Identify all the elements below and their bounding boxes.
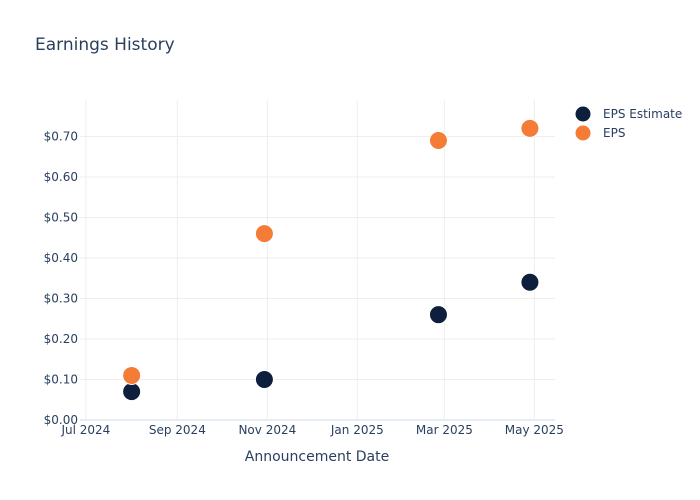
y-tick-label: $0.00 [44, 413, 78, 427]
point-eps [122, 365, 142, 385]
legend-marker [575, 125, 591, 141]
x-tick-label: Mar 2025 [416, 423, 473, 437]
legend-marker [575, 106, 591, 122]
point-eps [428, 131, 448, 151]
legend-label: EPS [603, 126, 625, 140]
point-eps-estimate [520, 272, 540, 292]
y-tick-label: $0.50 [44, 210, 78, 224]
point-eps [254, 224, 274, 244]
x-tick-label: Jan 2025 [330, 423, 384, 437]
grid-lines [80, 100, 555, 421]
x-tick-label: May 2025 [505, 423, 564, 437]
x-tick-label: Nov 2024 [238, 423, 296, 437]
point-eps-estimate [122, 382, 142, 402]
y-tick-label: $0.20 [44, 332, 78, 346]
chart-title: Earnings History [35, 35, 175, 55]
legend-label: EPS Estimate [603, 107, 682, 121]
point-eps [520, 118, 540, 138]
y-tick-label: $0.40 [44, 251, 78, 265]
y-tick-label: $0.10 [44, 372, 78, 386]
x-axis: Jul 2024 Sep 2024 Nov 2024 Jan 2025 Mar 2025… [60, 423, 563, 437]
x-tick-label: Jul 2024 [60, 423, 110, 437]
point-eps-estimate [254, 369, 274, 389]
y-tick-label: $0.60 [44, 170, 78, 184]
x-tick-label: Sep 2024 [149, 423, 206, 437]
y-tick-label: $0.30 [44, 291, 78, 305]
y-tick-label: $0.70 [44, 129, 78, 143]
legend: EPS Estimate EPS [575, 106, 682, 141]
data-points [122, 118, 540, 402]
x-axis-title: Announcement Date [245, 449, 389, 465]
point-eps-estimate [428, 305, 448, 325]
y-axis: $0.00 $0.10 $0.20 $0.30 $0.40 $0.50 $0.60 $0.70 [44, 129, 78, 427]
